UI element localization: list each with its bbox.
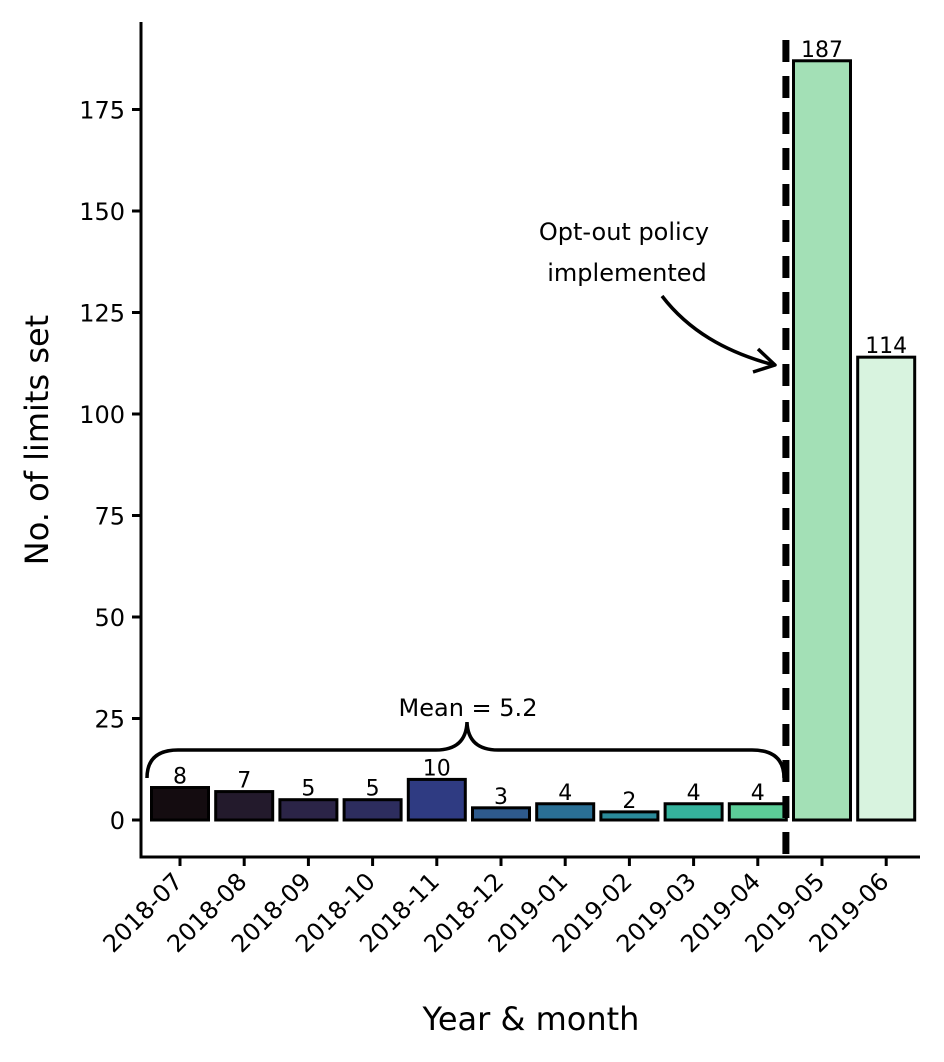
y-tick-label: 100	[79, 401, 125, 429]
y-tick-label: 150	[79, 198, 125, 226]
y-tick-label: 175	[79, 97, 125, 125]
y-tick-label: 75	[94, 503, 125, 531]
bar-2019-03	[663, 802, 724, 822]
policy-annotation-line1: Opt-out policy	[539, 218, 709, 246]
bar-value-label: 3	[494, 785, 508, 810]
mean-brace	[145, 721, 786, 779]
bar-2019-01	[535, 802, 596, 822]
bar-value-label: 187	[801, 38, 843, 63]
bar-value-label: 4	[687, 781, 701, 806]
bar-2019-06	[856, 355, 917, 822]
bar-value-label: 2	[622, 789, 636, 814]
y-tick-label: 50	[94, 604, 125, 632]
bar-value-label: 4	[558, 781, 572, 806]
bar-value-label: 5	[301, 777, 315, 802]
policy-annotation-line2: implemented	[547, 259, 706, 287]
bar-value-label: 7	[237, 769, 251, 794]
bar-value-label: 8	[173, 765, 187, 790]
bar-2019-02	[599, 810, 660, 822]
y-tick-label: 125	[79, 300, 125, 328]
bar-2018-11	[406, 777, 467, 822]
x-axis-title: Year & month	[422, 1000, 640, 1038]
bar-labels-layer: 8 7 5 5 10 3 4 2 4 4 187 114	[173, 38, 907, 814]
mean-annotation: Mean = 5.2	[399, 694, 538, 722]
policy-arrowhead	[752, 347, 777, 374]
policy-arrow	[660, 294, 775, 367]
bar-2018-08	[214, 790, 275, 822]
bar-2018-12	[471, 806, 531, 822]
bar-value-label: 5	[366, 777, 380, 802]
bar-value-label: 10	[423, 756, 451, 781]
bar-2019-04	[727, 802, 788, 822]
bar-2019-05	[792, 59, 852, 822]
bar-2018-07	[150, 786, 210, 822]
annotations-layer: Opt-out policy implemented Mean = 5.2	[145, 40, 790, 857]
y-axis-title: No. of limits set	[18, 315, 56, 565]
bar-2018-10	[342, 798, 403, 822]
bars-layer	[150, 59, 917, 822]
y-tick-label: 25	[94, 706, 125, 734]
bar-value-label: 4	[751, 781, 765, 806]
bar-value-label: 114	[865, 334, 907, 359]
bar-2018-09	[278, 798, 339, 822]
y-tick-label: 0	[110, 807, 125, 835]
